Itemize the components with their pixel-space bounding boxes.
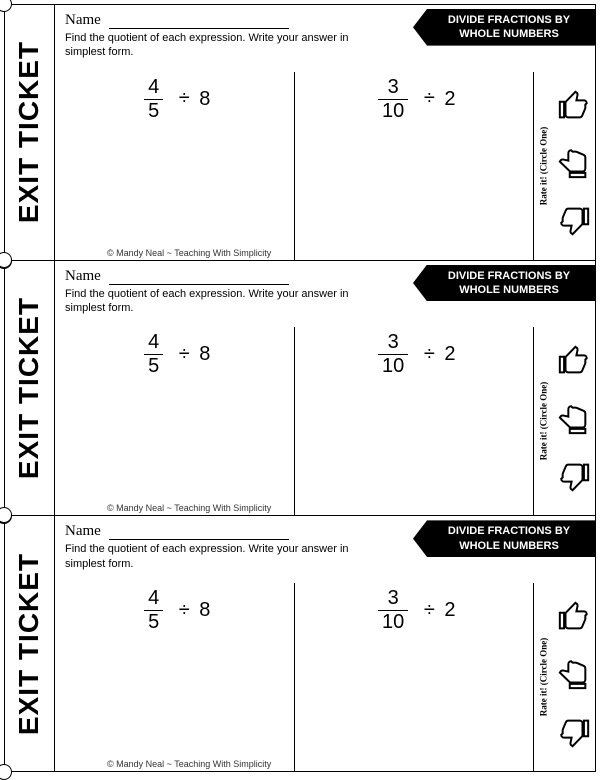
- operator-1: ÷: [179, 343, 190, 365]
- thumbs-down-icon[interactable]: [557, 203, 591, 242]
- denominator: 10: [378, 611, 408, 634]
- ticket-stub: EXIT TICKET: [5, 5, 55, 260]
- rate-panel: Rate it! (Circle One): [533, 72, 595, 260]
- name-label: Name: [65, 523, 101, 540]
- problem-1: 4 5 ÷ 8: [55, 72, 295, 260]
- exit-ticket-label: EXIT TICKET: [14, 553, 46, 735]
- numerator: 3: [378, 76, 408, 100]
- fraction-2: 3 10: [378, 76, 408, 123]
- exit-ticket-3: EXIT TICKET DIVIDE FRACTIONS BY WHOLE NU…: [5, 516, 595, 771]
- name-input-line[interactable]: [109, 271, 289, 285]
- problems-area: 4 5 ÷ 8 3 10 ÷ 2 Rate it! (Circl: [55, 319, 595, 515]
- fraction-1: 4 5: [144, 76, 163, 123]
- whole-2: 2: [444, 87, 455, 109]
- operator-2: ÷: [424, 343, 435, 365]
- fraction-1: 4 5: [144, 331, 163, 378]
- thumbs-side-icon[interactable]: [557, 402, 591, 441]
- banner-line2: WHOLE NUMBERS: [459, 28, 559, 40]
- copyright-text: © Mandy Neal ~ Teaching With Simplicity: [107, 503, 271, 513]
- thumbs-column: [552, 72, 595, 260]
- problem-2: 3 10 ÷ 2: [295, 583, 534, 771]
- thumbs-up-icon[interactable]: [557, 89, 591, 128]
- notch-icon: [0, 0, 12, 12]
- topic-banner: DIVIDE FRACTIONS BY WHOLE NUMBERS: [413, 9, 595, 46]
- thumbs-down-icon[interactable]: [557, 715, 591, 754]
- ticket-body: DIVIDE FRACTIONS BY WHOLE NUMBERS Name F…: [55, 516, 595, 771]
- rate-label-wrap: Rate it! (Circle One): [534, 72, 552, 260]
- fraction-2: 3 10: [378, 587, 408, 634]
- problem-1: 4 5 ÷ 8: [55, 327, 295, 515]
- topic-banner: DIVIDE FRACTIONS BY WHOLE NUMBERS: [413, 265, 595, 302]
- worksheet-page: EXIT TICKET DIVIDE FRACTIONS BY WHOLE NU…: [4, 4, 596, 772]
- rate-label: Rate it! (Circle One): [538, 638, 548, 717]
- problem-1: 4 5 ÷ 8: [55, 583, 295, 771]
- rate-label-wrap: Rate it! (Circle One): [534, 327, 552, 515]
- problems-area: 4 5 ÷ 8 3 10 ÷ 2 Rate it! (Circl: [55, 575, 595, 771]
- rate-panel: Rate it! (Circle One): [533, 583, 595, 771]
- whole-2: 2: [444, 599, 455, 621]
- thumbs-side-icon[interactable]: [557, 146, 591, 185]
- name-input-line[interactable]: [109, 15, 289, 29]
- instructions-text: Find the quotient of each expression. Wr…: [55, 29, 395, 64]
- notch-icon: [0, 764, 12, 780]
- ticket-body: DIVIDE FRACTIONS BY WHOLE NUMBERS Name F…: [55, 261, 595, 516]
- thumbs-column: [552, 583, 595, 771]
- thumbs-down-icon[interactable]: [557, 459, 591, 498]
- banner-line1: DIVIDE FRACTIONS BY: [448, 525, 570, 537]
- problem-2: 3 10 ÷ 2: [295, 327, 534, 515]
- ticket-stub: EXIT TICKET: [5, 261, 55, 516]
- exit-ticket-label: EXIT TICKET: [14, 41, 46, 223]
- banner-line2: WHOLE NUMBERS: [459, 284, 559, 296]
- rate-label: Rate it! (Circle One): [538, 126, 548, 205]
- numerator: 4: [144, 331, 163, 355]
- exit-ticket-2: EXIT TICKET DIVIDE FRACTIONS BY WHOLE NU…: [5, 261, 595, 517]
- ticket-stub: EXIT TICKET: [5, 516, 55, 771]
- thumbs-side-icon[interactable]: [557, 657, 591, 696]
- name-label: Name: [65, 268, 101, 285]
- denominator: 10: [378, 100, 408, 123]
- numerator: 3: [378, 331, 408, 355]
- ticket-body: DIVIDE FRACTIONS BY WHOLE NUMBERS Name F…: [55, 5, 595, 260]
- whole-1: 8: [199, 343, 210, 365]
- whole-1: 8: [199, 599, 210, 621]
- rate-label-wrap: Rate it! (Circle One): [534, 583, 552, 771]
- denominator: 5: [144, 355, 163, 378]
- exit-ticket-1: EXIT TICKET DIVIDE FRACTIONS BY WHOLE NU…: [5, 5, 595, 261]
- instructions-text: Find the quotient of each expression. Wr…: [55, 540, 395, 575]
- notch-icon: [0, 507, 12, 523]
- operator-1: ÷: [179, 87, 190, 109]
- notch-icon: [0, 252, 12, 268]
- thumbs-up-icon[interactable]: [557, 344, 591, 383]
- operator-2: ÷: [424, 599, 435, 621]
- numerator: 4: [144, 76, 163, 100]
- problems-area: 4 5 ÷ 8 3 10 ÷ 2 Rate it! (Circl: [55, 64, 595, 260]
- problem-2: 3 10 ÷ 2: [295, 72, 534, 260]
- topic-banner: DIVIDE FRACTIONS BY WHOLE NUMBERS: [413, 520, 595, 557]
- copyright-text: © Mandy Neal ~ Teaching With Simplicity: [107, 759, 271, 769]
- whole-2: 2: [444, 343, 455, 365]
- denominator: 5: [144, 611, 163, 634]
- instructions-text: Find the quotient of each expression. Wr…: [55, 285, 395, 320]
- operator-1: ÷: [179, 599, 190, 621]
- name-label: Name: [65, 12, 101, 29]
- banner-line1: DIVIDE FRACTIONS BY: [448, 270, 570, 282]
- operator-2: ÷: [424, 87, 435, 109]
- copyright-text: © Mandy Neal ~ Teaching With Simplicity: [107, 248, 271, 258]
- fraction-1: 4 5: [144, 587, 163, 634]
- fraction-2: 3 10: [378, 331, 408, 378]
- numerator: 4: [144, 587, 163, 611]
- name-input-line[interactable]: [109, 526, 289, 540]
- denominator: 5: [144, 100, 163, 123]
- whole-1: 8: [199, 87, 210, 109]
- banner-line2: WHOLE NUMBERS: [459, 540, 559, 552]
- rate-label: Rate it! (Circle One): [538, 382, 548, 461]
- numerator: 3: [378, 587, 408, 611]
- thumbs-up-icon[interactable]: [557, 600, 591, 639]
- banner-line1: DIVIDE FRACTIONS BY: [448, 14, 570, 26]
- denominator: 10: [378, 355, 408, 378]
- rate-panel: Rate it! (Circle One): [533, 327, 595, 515]
- thumbs-column: [552, 327, 595, 515]
- exit-ticket-label: EXIT TICKET: [14, 297, 46, 479]
